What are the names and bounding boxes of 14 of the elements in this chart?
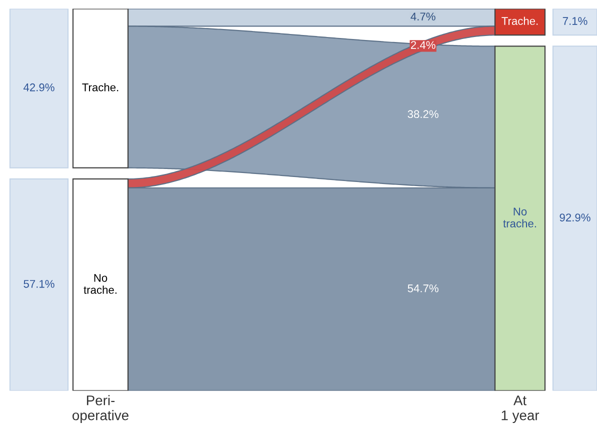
series-label: Trache. (82, 83, 118, 92)
text: Trache. (502, 16, 538, 25)
data-label: 38.2% (408, 110, 438, 118)
series-label: No trache. (84, 274, 116, 294)
data-label: 57.1% (24, 280, 54, 288)
text: No trache. (503, 208, 536, 228)
data-label: 7.1% (562, 17, 588, 25)
data-label: 92.9% (560, 214, 590, 222)
category-label: Peri- operative (72, 395, 128, 424)
category-label: At 1 year (502, 396, 540, 424)
data-label: 42.9% (24, 83, 54, 92)
data-label: 2.4% (410, 41, 436, 49)
data-label: 4.7% (410, 12, 436, 20)
data-label: 54.7% (408, 284, 438, 292)
